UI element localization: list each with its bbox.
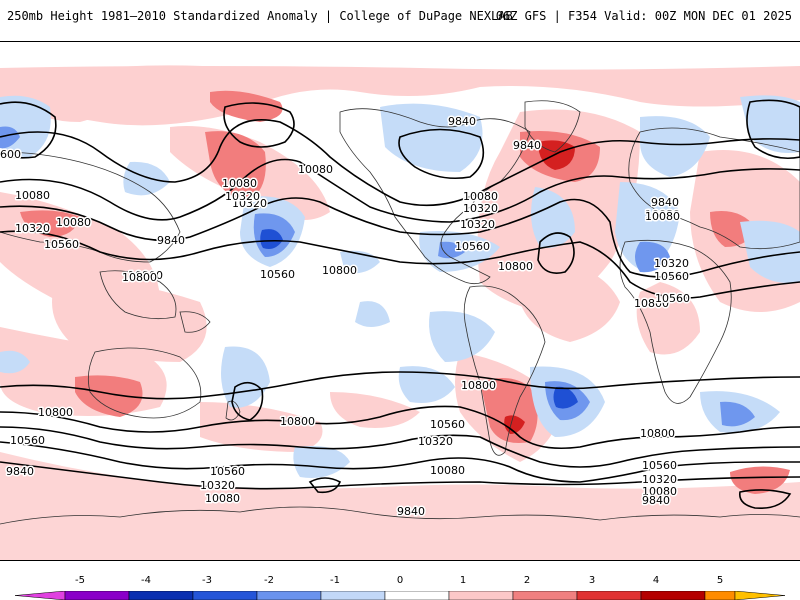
contour-label: 9840 [513,139,541,152]
colorbar-segment [384,591,450,600]
contour-label: 10080 [645,210,680,223]
contour-label: 10080 [298,163,333,176]
colorbar-tick: 5 [716,575,724,586]
contour-label: 10800 [38,406,73,419]
anomaly-colorbar: -5 -4 -3 -2 -1 0 1 2 3 4 5 [0,565,800,600]
contour-label: 10560 [44,238,79,251]
colorbar-segment [640,591,706,600]
contour-label: 10320 [460,218,495,231]
contour-label: 10080 [642,485,677,498]
contour-label: 10800 [498,260,533,273]
contour-label: 10080 [463,190,498,203]
colorbar-tick: 3 [588,575,596,586]
contour-label: 10320 [200,479,235,492]
height-contours [0,99,800,510]
colorbar-tick: -5 [75,575,85,586]
contour-label: 10320 [642,473,677,486]
colorbar-segment [15,591,66,600]
contour-label: 10320 [654,257,689,270]
colorbar-tick: -2 [264,575,274,586]
colorbar-segment [576,591,642,600]
map-header: 250mb Height 1981–2010 Standardized Anom… [0,0,800,30]
contour-label: 10080 [430,464,465,477]
contour-label: 9840 [448,115,476,128]
colorbar-tick: 4 [652,575,660,586]
colorbar-segment [320,591,386,600]
contour-label: 10560 [430,418,465,431]
contour-label: 10320 [225,190,260,203]
contour-label: 9840 [642,494,670,507]
colorbar-tick: 0 [396,575,404,586]
colorbar-segment [448,591,514,600]
contour-label: 10800 [640,427,675,440]
contour-label: 10800 [322,264,357,277]
contour-label: 9840 [397,505,425,518]
contour-label: 10560 [455,240,490,253]
coastlines [0,100,800,525]
contour-label: 10080 [15,189,50,202]
contour-label: 10080 [222,177,257,190]
contour-label: 10800 [634,297,669,310]
contour-label: 10800 [122,271,157,284]
colorbar-segment [256,591,322,600]
colorbar-tick: -3 [202,575,212,586]
colorbar-segment [512,591,578,600]
contour-label: 10560 [655,292,690,305]
contour-label: 10320 [232,197,267,210]
colorbar-tick: 1 [459,575,467,586]
contour-label: 10800 [461,379,496,392]
colorbar-segment [128,591,194,600]
contour-label: 10560 [642,459,677,472]
negative-anomaly-strong [260,229,578,409]
contour-label: 10080 [645,208,680,221]
contour-label: 10560 [260,268,295,281]
colorbar-strip [15,591,785,600]
contour-label: 9840 [157,234,185,247]
colorbar-tick: -4 [141,575,151,586]
contour-label: 9840 [651,196,679,209]
model-run-info: 06Z GFS | F354 Valid: 00Z MON DEC 01 202… [495,9,792,23]
map-title: 250mb Height 1981–2010 Standardized Anom… [7,9,513,23]
map-canvas: 9840 9840 10080 10320 10080 10320 10080 … [0,42,800,560]
contour-label: 9840 [6,465,34,478]
colorbar-segment [704,591,736,600]
contour-label: 600 [0,148,21,161]
contour-label: 10320 [418,435,453,448]
contour-label: 10080 [56,216,91,229]
colorbar-segment [734,591,785,600]
contour-label: 10560 [654,270,689,283]
contour-label: 10800 [128,269,163,282]
contour-label: 10560 [10,434,45,447]
colorbar-segment [192,591,258,600]
contour-label: 10320 [15,222,50,235]
contour-label: 10080 [205,492,240,505]
colorbar-tick: -1 [330,575,340,586]
map-panel: 9840 9840 10080 10320 10080 10320 10080 … [0,41,800,561]
contour-label-layer: 9840 9840 10080 10320 10080 10320 10080 … [0,114,692,520]
contour-label: 10800 [280,415,315,428]
colorbar-tick: 2 [523,575,531,586]
colorbar-segment [64,591,130,600]
contour-label: 10320 [463,202,498,215]
contour-label: 10560 [210,465,245,478]
